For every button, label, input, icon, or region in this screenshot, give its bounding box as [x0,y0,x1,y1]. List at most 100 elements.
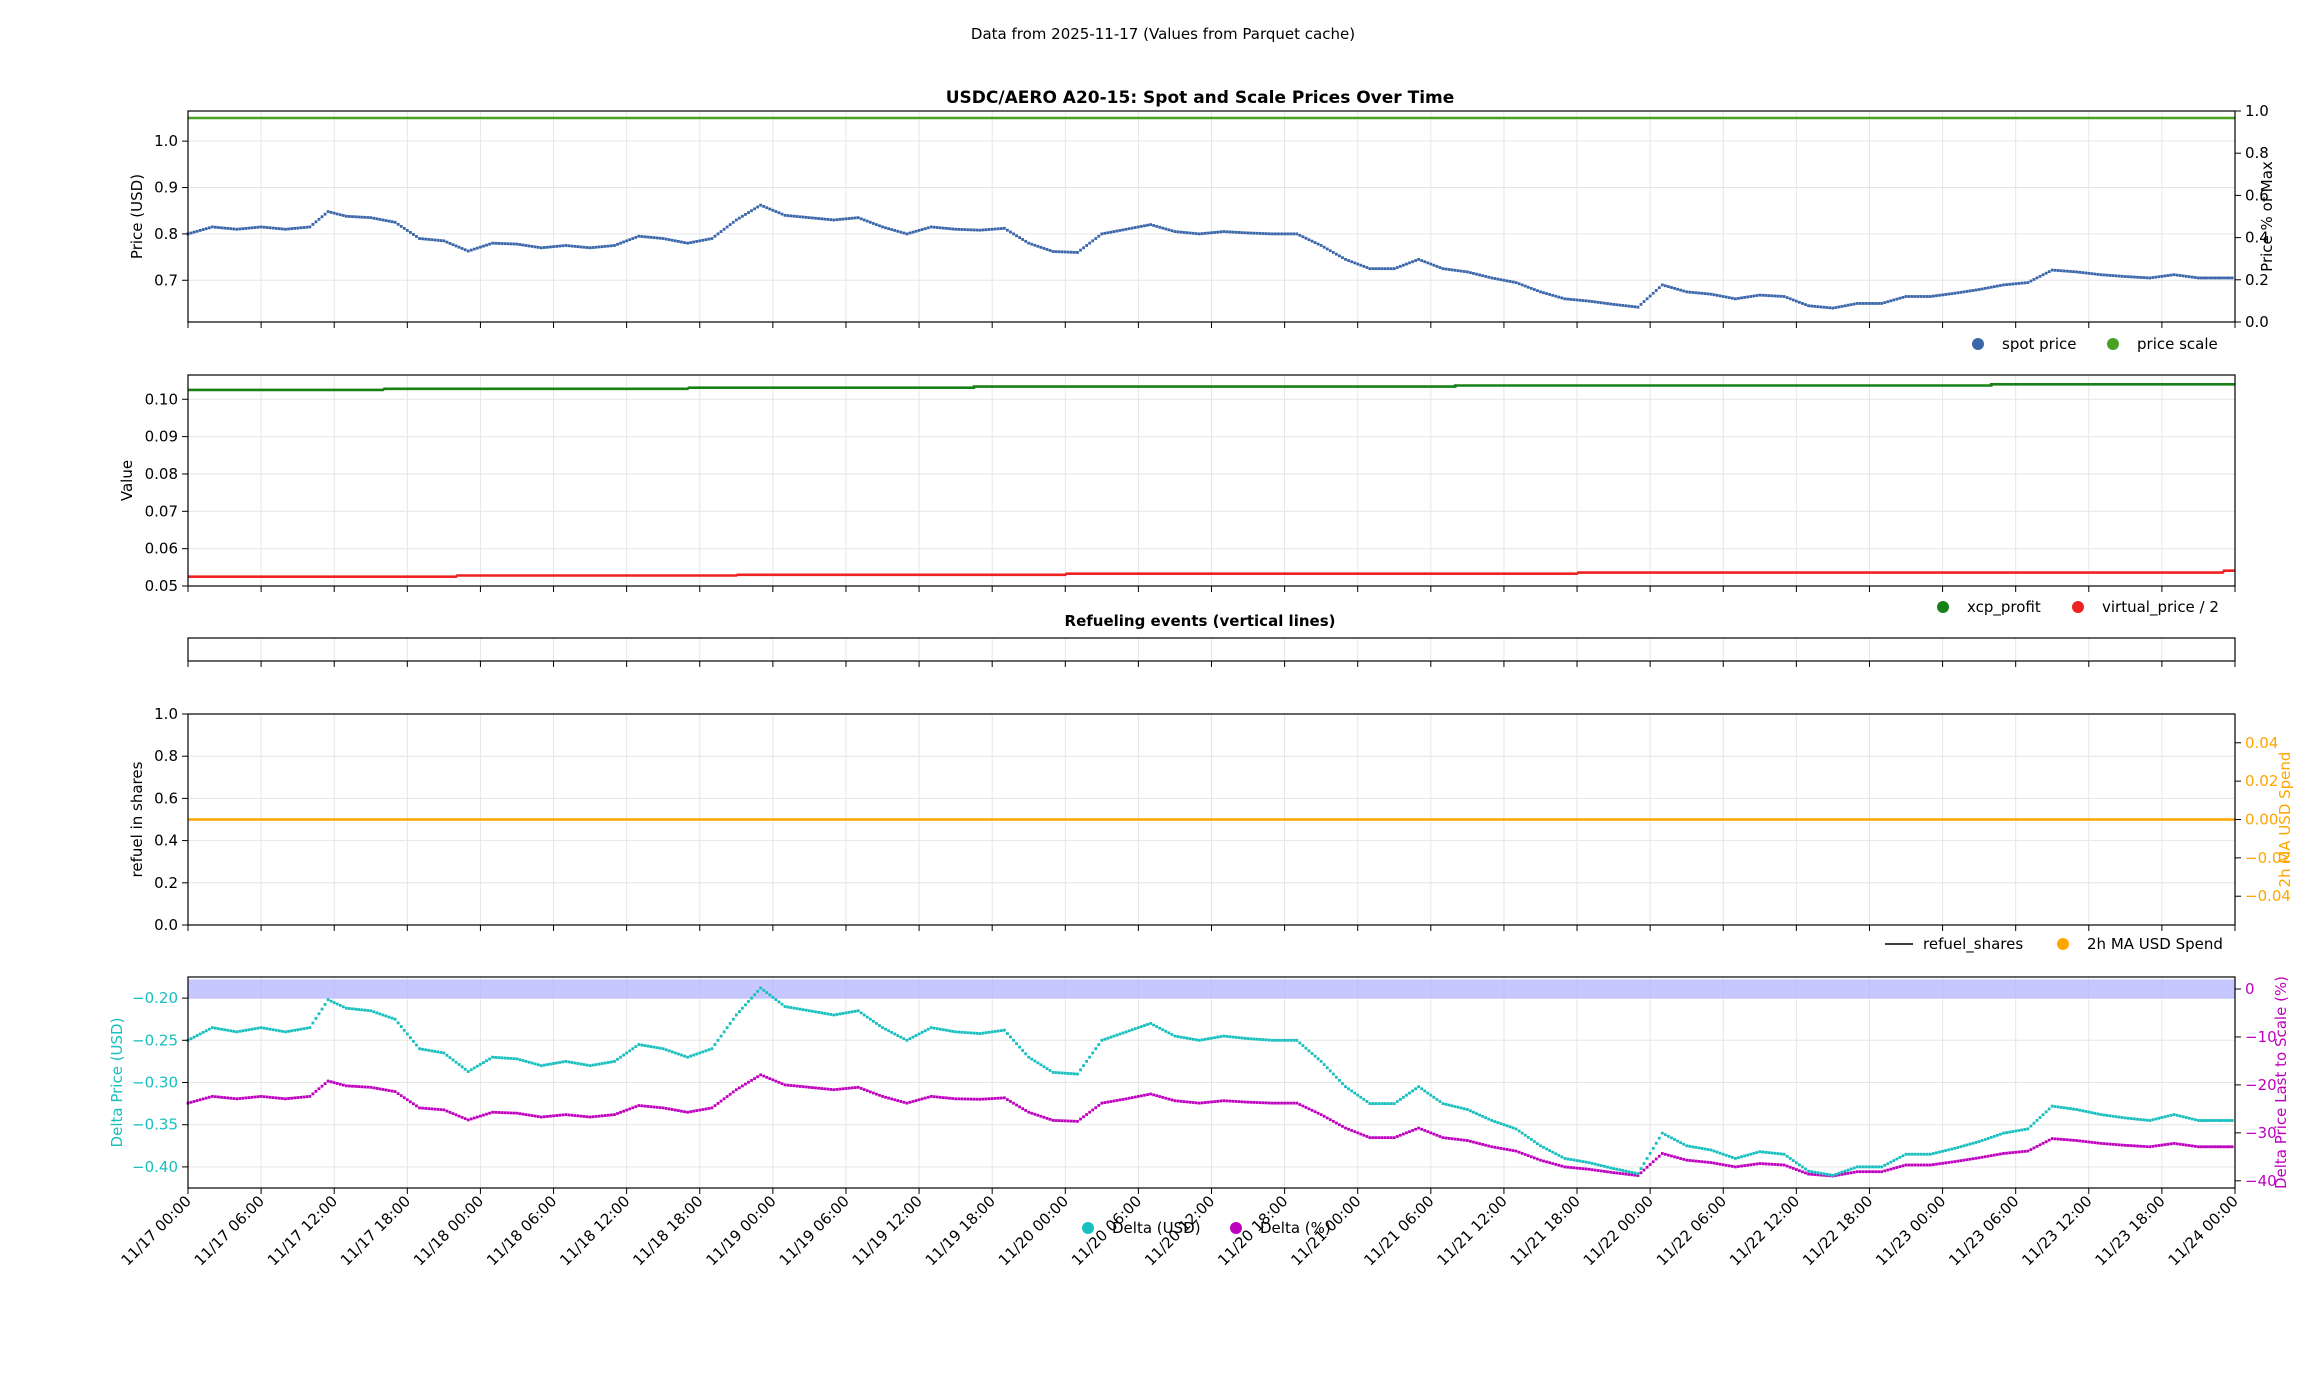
delta-pct-series-point [1054,1119,1058,1122]
delta-pct-series-point [1596,1169,1600,1172]
delta-pct-series-point [1935,1162,1938,1166]
spot-price-series-point [1785,296,1789,300]
spot-price-series-point [1164,227,1168,231]
delta-pct-series-point [1164,1096,1168,1100]
spot-price-series-point [1871,302,1874,305]
delta-pct-series-point [1947,1161,1951,1164]
x-tick-label: 11/19 12:00 [849,1192,926,1269]
delta-usd-series-point [1916,1152,1920,1156]
delta-pct-series-point [853,1086,857,1089]
spot-price-series-point [2114,274,2118,278]
spot-price-series-point [1837,305,1841,309]
delta-usd-series-point [1240,1036,1244,1040]
delta-usd-series-point [865,1015,869,1019]
delta-usd-series-point [1200,1038,1204,1042]
delta-usd-series-point [372,1010,376,1014]
spot-price-series-point [1371,267,1375,271]
spot-price-series-point [1767,294,1771,298]
delta-usd-series-point [1395,1100,1399,1103]
delta-pct-series-point [1115,1099,1119,1102]
y-tick-label: 0.2 [154,874,178,892]
delta-usd-series-point [1042,1065,1046,1069]
spot-price-series-point [774,210,778,213]
delta-pct-series-point [241,1096,245,1100]
spot-price-series-point [329,211,333,214]
spot-price-series-point [1322,245,1326,249]
delta-pct-series-point [1459,1138,1463,1142]
delta-usd-series-point [1785,1154,1789,1158]
spot-price-series-point [1682,289,1686,293]
delta-usd-series-point [597,1062,601,1066]
delta-pct-series-point [667,1107,671,1111]
spot-price-series-point [2166,274,2170,277]
delta-pct-series-point [192,1100,196,1103]
delta-usd-series-point [938,1027,942,1031]
delta-pct-series-point [1334,1121,1338,1125]
spot-price-series-point [1325,247,1329,251]
spot-price-series-point [981,228,985,232]
delta-usd-series-point [792,1006,796,1010]
delta-usd-series-point [1328,1069,1332,1073]
y2-tick-label: 0.0 [2245,313,2269,331]
delta-pct-series [186,1073,2234,1178]
delta-usd-series-point [1002,1028,1006,1032]
spot-price-series-point [610,244,613,248]
spot-price-series-point [268,226,272,230]
delta-pct-series-point [2032,1146,2036,1150]
delta-pct-series-point [744,1082,747,1086]
y-tick-label: 0.8 [154,225,178,243]
spot-price-series-point [1353,261,1357,265]
delta-pct-series-point [460,1115,464,1119]
spot-price-series-point [238,227,242,231]
delta-pct-series-point [2011,1151,2015,1154]
delta-pct-series-point [1758,1162,1762,1165]
delta-usd-series-point [1840,1170,1844,1174]
spot-price-series-point [1331,251,1335,254]
delta-usd-series-point [1633,1171,1637,1175]
delta-pct-series-point [1663,1152,1667,1156]
delta-pct-series-point [1773,1163,1777,1166]
delta-pct-series-point [1615,1171,1619,1175]
delta-usd-series-point [841,1011,845,1015]
spot-price-series-point [862,218,866,222]
delta-usd-series-point [1880,1165,1884,1169]
delta-pct-series-point [1012,1101,1015,1105]
delta-usd-series-point [1063,1071,1067,1075]
delta-usd-series-point [1402,1095,1405,1099]
spot-price-series-point [1225,230,1229,234]
spot-price-series-point [2197,276,2200,280]
spot-price-series-point [229,227,233,231]
delta-pct-series-point [399,1094,403,1098]
spot-price-series-point [226,226,229,230]
delta-pct-series-point [405,1098,409,1102]
spot-price-series-point [1700,291,1704,295]
spot-price-series-point [1310,239,1314,243]
delta-usd-series-point [1161,1028,1165,1032]
spot-price-series-point [314,220,318,224]
delta-pct-series-point [1712,1161,1716,1165]
spot-price-series-point [1277,232,1280,236]
delta-pct-series-point [1660,1152,1664,1155]
spot-price-series-point [469,248,473,252]
delta-usd-series-point [2197,1119,2200,1122]
delta-usd-series-point [561,1060,565,1064]
spot-price-series-point [564,244,568,247]
delta-pct-series-point [1027,1110,1031,1114]
spot-price-series-point [1615,303,1619,307]
delta-pct-series-point [1310,1108,1314,1112]
spot-price-series-point [1874,302,1877,305]
delta-pct-series-point [381,1088,385,1091]
delta-usd-series-point [1801,1165,1804,1169]
delta-usd-series-point [2133,1117,2136,1121]
delta-usd-series-point [2035,1118,2039,1122]
spot-price-series-point [2075,270,2079,274]
delta-pct-series-point [570,1113,574,1117]
spot-price-series-point [430,238,434,242]
delta-usd-series-point [1819,1171,1823,1175]
spot-price-series-point [1642,300,1646,303]
delta-usd-series-point [878,1024,881,1027]
delta-usd-series-point [2169,1113,2173,1117]
y2-tick-label: −20 [2245,1076,2277,1094]
delta-pct-series-point [978,1097,982,1101]
delta-usd-series-point [960,1030,964,1034]
